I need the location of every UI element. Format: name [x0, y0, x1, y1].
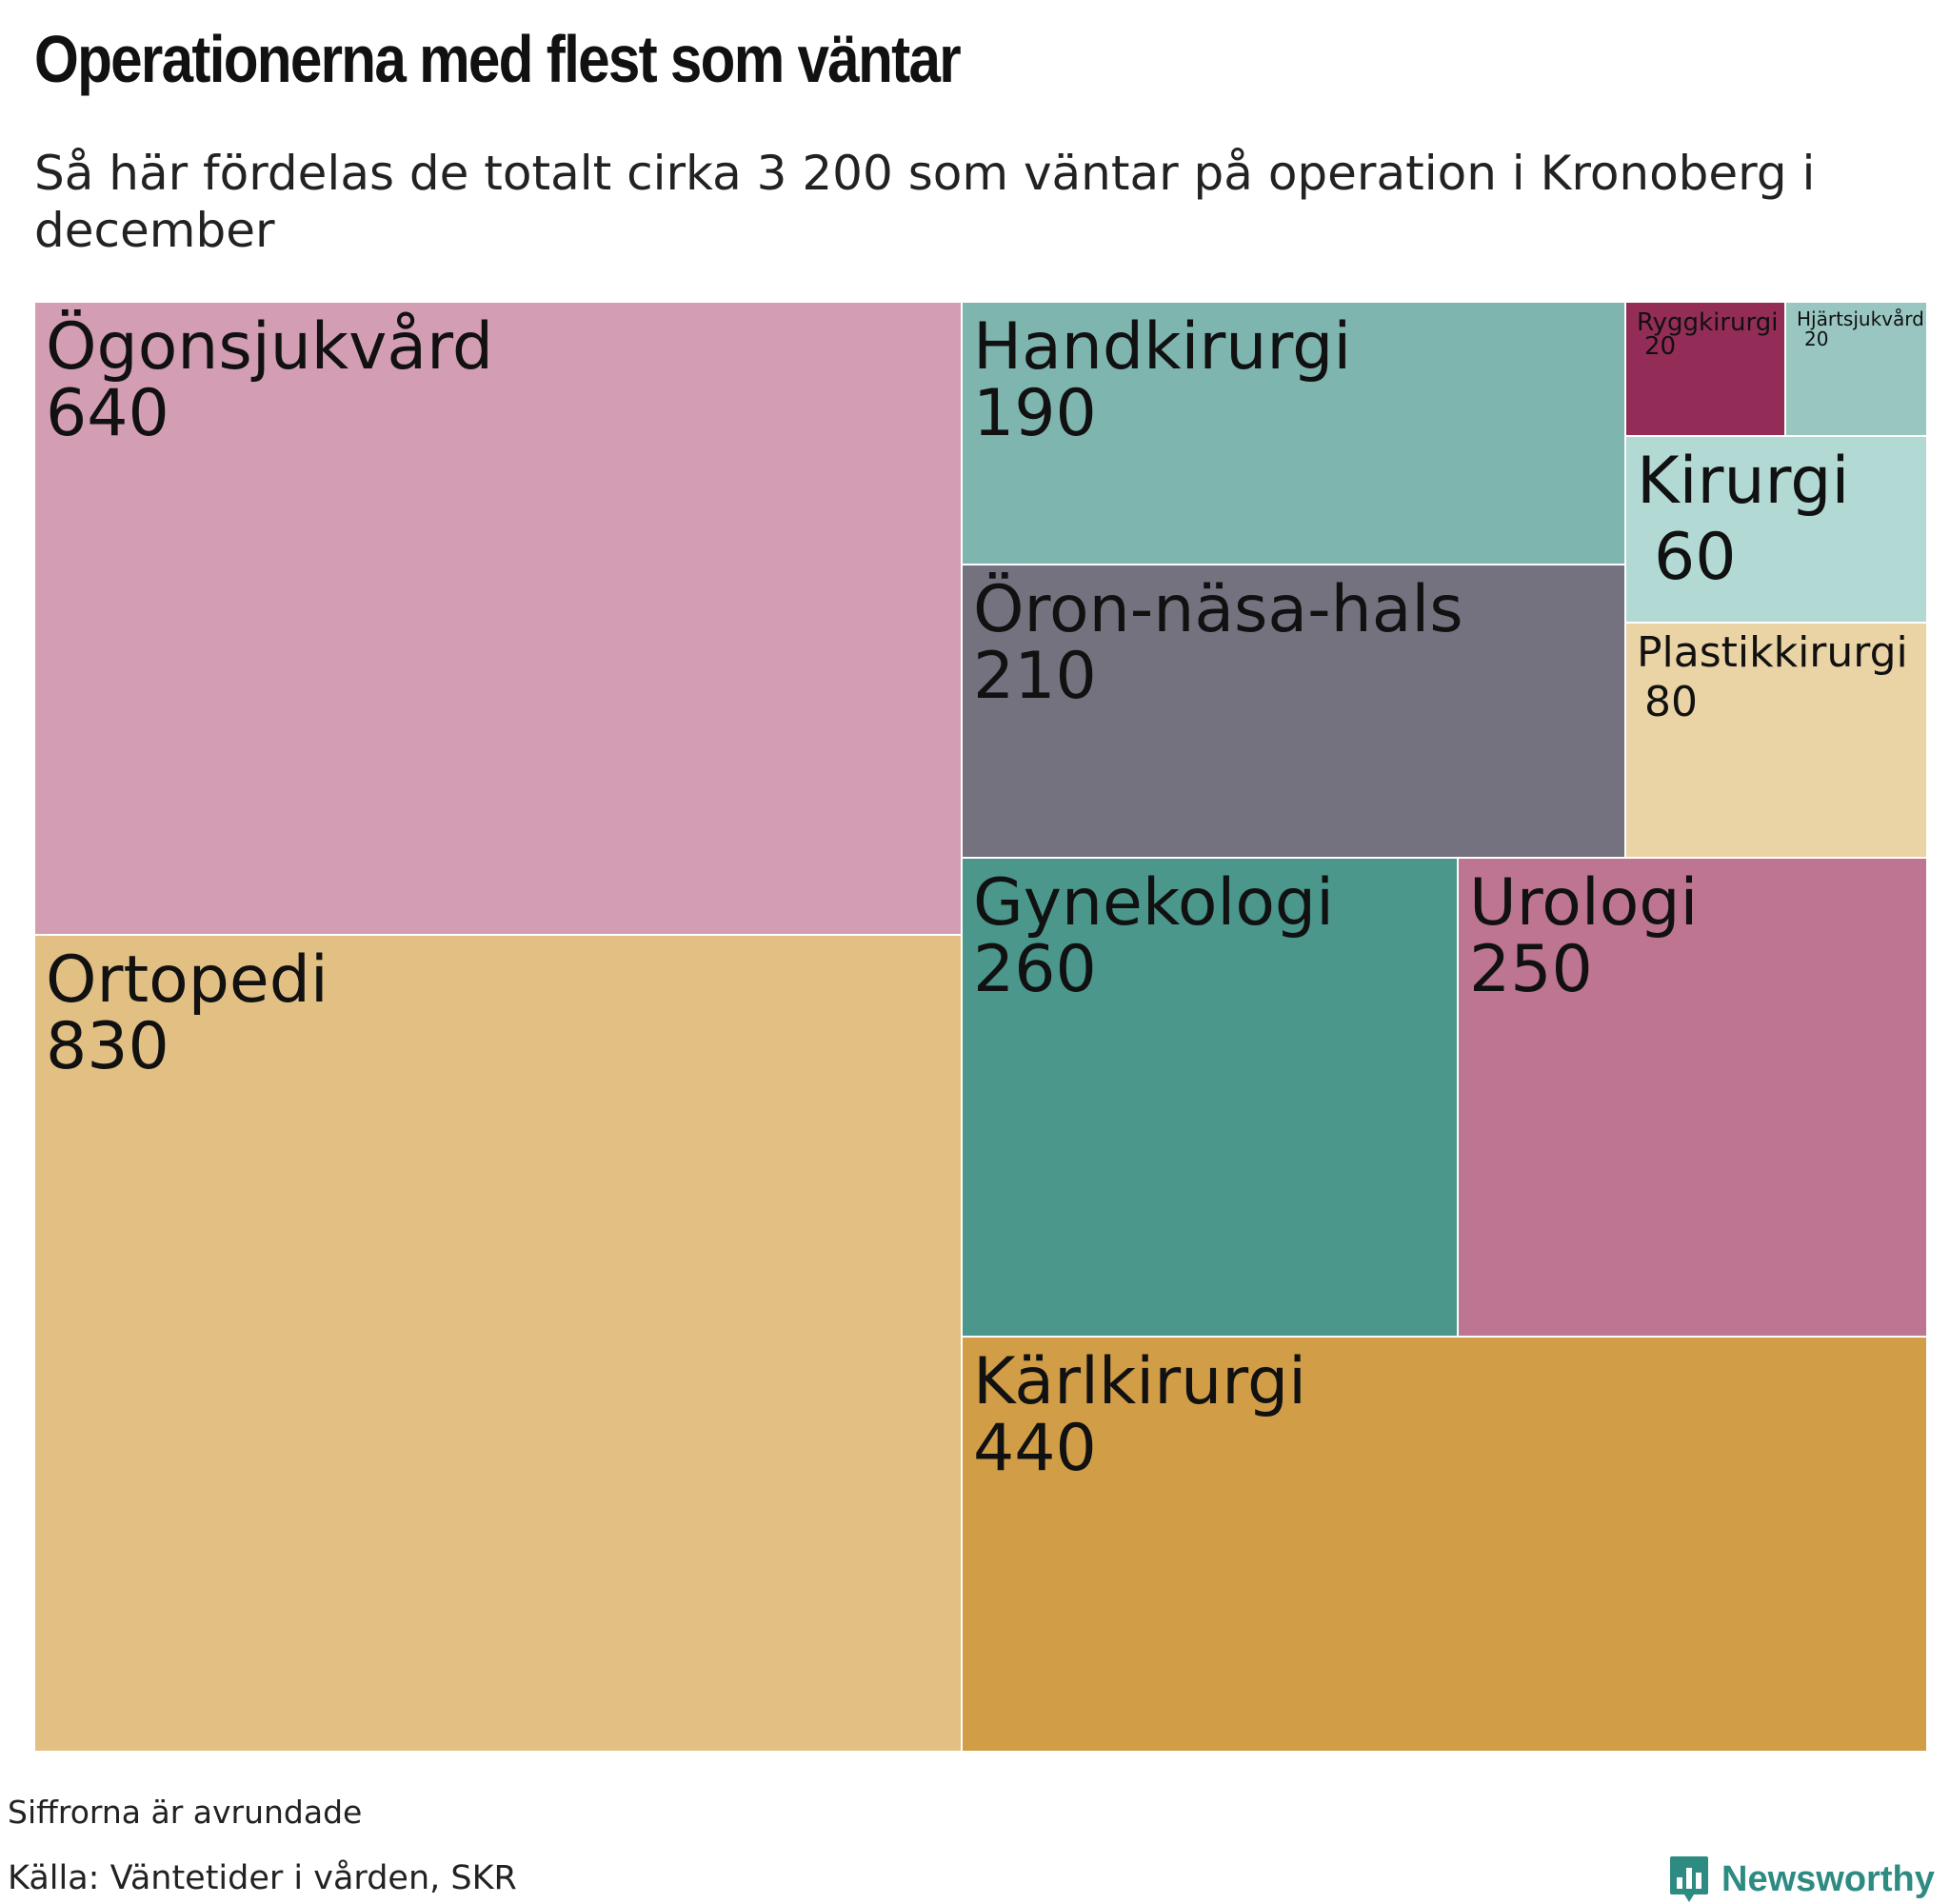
tile-value-karlkirurgi: 440 — [973, 1411, 1097, 1486]
tile-value-oron-nasa-hals: 210 — [973, 639, 1097, 714]
treemap-tiles: Ögonsjukvård640Ortopedi830Handkirurgi190… — [33, 301, 1928, 1753]
tile-label-urologi: Urologi — [1469, 865, 1698, 941]
newsworthy-bar-chart-icon — [1670, 1856, 1708, 1902]
tile-rect-oron-nasa-hals — [961, 564, 1626, 859]
chart-subtitle: Så här fördelas de totalt cirka 3 200 so… — [34, 146, 1816, 258]
chart-title: Operationerna med flest som väntar — [34, 22, 962, 96]
tile-rect-hjartsjukvard — [1784, 301, 1928, 437]
tile-value-hjartsjukvard: 20 — [1804, 327, 1828, 350]
tile-label-handkirurgi: Handkirurgi — [973, 309, 1351, 385]
tile-rect-ortopedi — [33, 934, 963, 1753]
tile-label-hjartsjukvard: Hjärtsjukvård — [1797, 307, 1924, 330]
tile-label-karlkirurgi: Kärlkirurgi — [973, 1344, 1306, 1419]
tile-label-ortopedi: Ortopedi — [46, 942, 328, 1018]
tile-value-ogonsjukvard: 640 — [46, 376, 169, 451]
tile-value-kirurgi: 60 — [1654, 520, 1737, 595]
tile-value-handkirurgi: 190 — [973, 376, 1097, 451]
tile-label-kirurgi: Kirurgi — [1637, 444, 1849, 519]
footnote: Siffrorna är avrundade — [8, 1794, 363, 1831]
tile-value-gynekologi: 260 — [973, 932, 1097, 1007]
tile-rect-urologi — [1457, 857, 1928, 1338]
tile-rect-karlkirurgi — [961, 1336, 1928, 1753]
tile-rect-plastikkirurgi — [1624, 622, 1928, 859]
tile-label-oron-nasa-hals: Öron-näsa-hals — [973, 572, 1463, 647]
brand-logo: Newsworthy — [1668, 1854, 1935, 1904]
brand-name: Newsworthy — [1721, 1858, 1935, 1899]
tile-label-ryggkirurgi: Ryggkirurgi — [1637, 308, 1778, 337]
tile-value-urologi: 250 — [1469, 932, 1593, 1007]
tile-label-plastikkirurgi: Plastikkirurgi — [1637, 628, 1908, 677]
tile-label-ogonsjukvard: Ögonsjukvård — [46, 309, 493, 385]
tile-rect-ogonsjukvard — [33, 301, 963, 936]
tile-value-ryggkirurgi: 20 — [1644, 332, 1676, 361]
tile-value-plastikkirurgi: 80 — [1644, 678, 1698, 726]
tile-rect-kirurgi — [1624, 435, 1928, 624]
tile-value-ortopedi: 830 — [46, 1009, 169, 1084]
source-note: Källa: Väntetider i vården, SKR — [8, 1859, 517, 1897]
tile-rect-gynekologi — [961, 857, 1459, 1338]
tile-label-gynekologi: Gynekologi — [973, 865, 1334, 941]
